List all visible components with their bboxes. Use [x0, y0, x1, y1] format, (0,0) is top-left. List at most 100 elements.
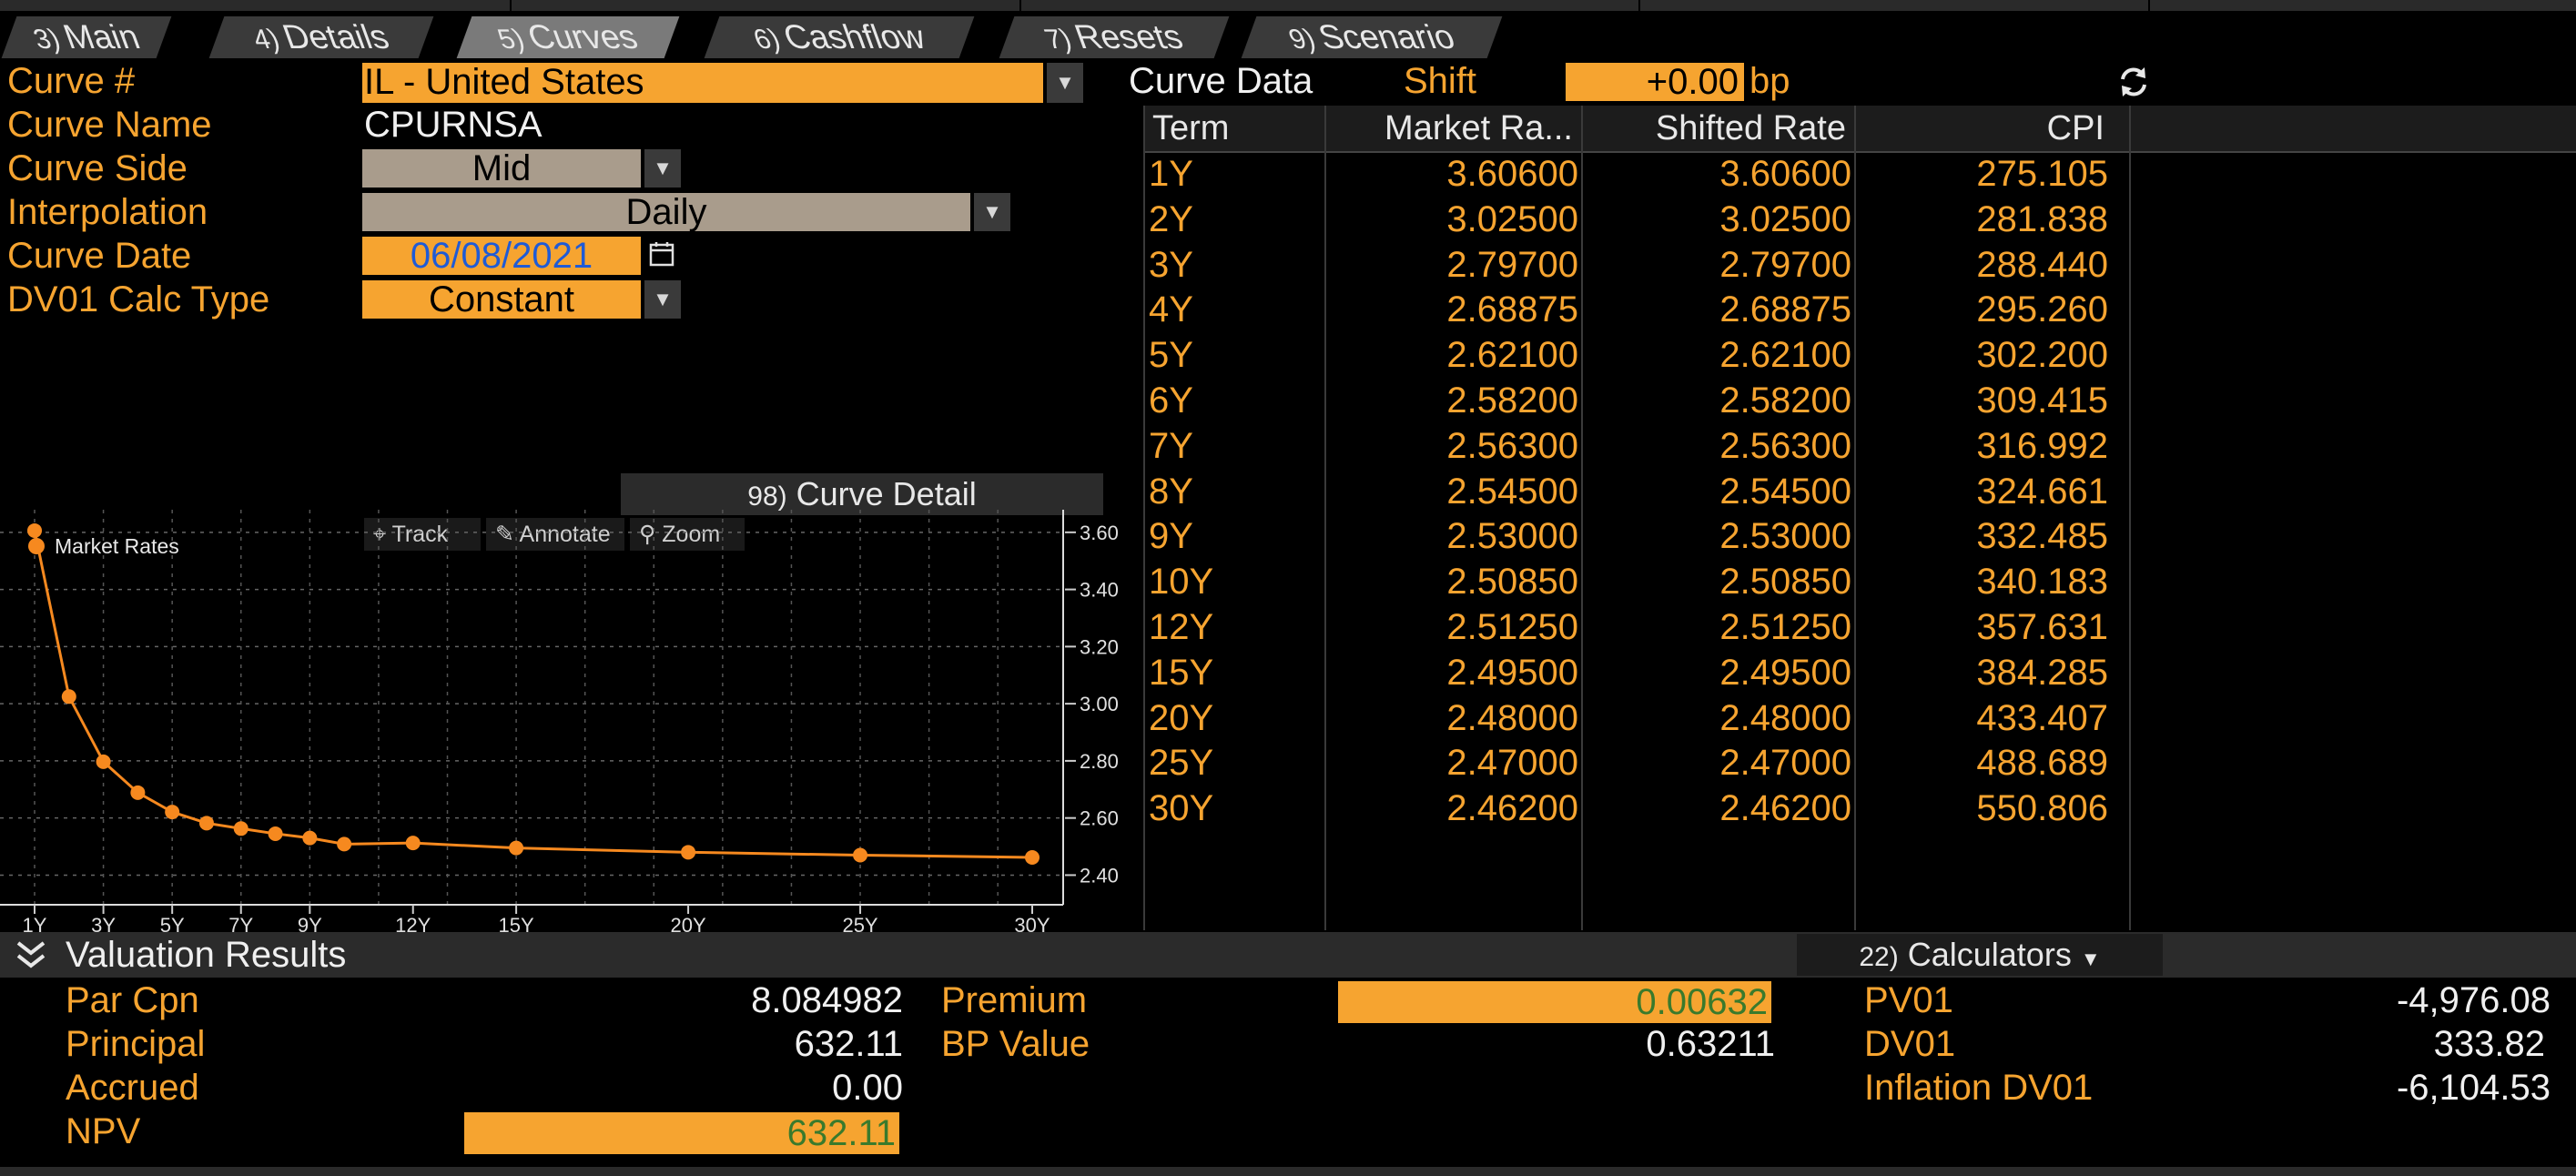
curve-detail-button[interactable]: 98) Curve Detail — [621, 473, 1103, 515]
table-row[interactable]: 4Y 2.68875 2.68875 295.260 — [1145, 287, 2576, 332]
par-cpn-value: 8.084982 — [751, 980, 903, 1020]
cpi-cell: 288.440 — [1976, 244, 2108, 285]
tab-details[interactable]: 4)Details — [208, 16, 434, 58]
premium-field[interactable]: 0.00632 — [1338, 981, 1771, 1023]
curve-side-dropdown-icon[interactable]: ▼ — [644, 149, 681, 188]
term-cell: 7Y — [1149, 425, 1193, 466]
table-row[interactable]: 3Y 2.79700 2.79700 288.440 — [1145, 242, 2576, 288]
table-row[interactable]: 10Y 2.50850 2.50850 340.183 — [1145, 559, 2576, 604]
market-rate-cell: 2.48000 — [1446, 697, 1578, 738]
track-button[interactable]: ⌖ Track — [364, 518, 481, 551]
shifted-rate-cell: 2.62100 — [1719, 335, 1851, 376]
cpi-cell: 357.631 — [1976, 607, 2108, 647]
market-rate-cell: 2.53000 — [1446, 516, 1578, 557]
curve-detail-number: 98) — [747, 482, 787, 512]
y-tick-label: 3.60 — [1080, 522, 1119, 544]
refresh-icon[interactable] — [2115, 64, 2152, 100]
cpi-cell: 384.285 — [1976, 652, 2108, 693]
par-cpn-label: Par Cpn — [66, 980, 199, 1020]
annotate-button[interactable]: ✎ Annotate — [486, 518, 624, 551]
npv-label: NPV — [66, 1111, 141, 1151]
pencil-icon: ✎ — [495, 522, 514, 547]
accrued-value: 0.00 — [832, 1068, 903, 1108]
market-rate-cell: 2.58200 — [1446, 380, 1578, 421]
table-row[interactable]: 6Y 2.58200 2.58200 309.415 — [1145, 378, 2576, 423]
tab-scenario[interactable]: 9)Scenario — [1241, 16, 1503, 58]
data-point — [27, 522, 42, 538]
interpolation-label: Interpolation — [7, 192, 208, 232]
cpi-cell: 275.105 — [1976, 154, 2108, 194]
pv01-label: PV01 — [1864, 980, 1953, 1020]
curve-table-body: 1Y 3.60600 3.60600 275.105 2Y 3.02500 3.02500 2… — [1145, 151, 2576, 928]
tab-resets[interactable]: 7)Resets — [999, 16, 1230, 58]
series-line — [33, 530, 1033, 859]
curve-date-field[interactable]: 06/08/2021 — [362, 237, 641, 275]
table-divider — [1324, 106, 1326, 930]
table-row[interactable]: 2Y 3.02500 3.02500 281.838 — [1145, 197, 2576, 242]
curve-data-title: Curve Data — [1129, 61, 1313, 101]
cpi-cell: 488.689 — [1976, 743, 2108, 784]
toolbar-segment[interactable] — [1019, 0, 1640, 11]
table-row[interactable]: 20Y 2.48000 2.48000 433.407 — [1145, 695, 2576, 741]
interpolation-dropdown-icon[interactable]: ▼ — [974, 193, 1010, 231]
collapse-icon[interactable] — [13, 938, 49, 972]
toolbar-segment[interactable] — [2148, 0, 2576, 11]
principal-value: 632.11 — [794, 1024, 903, 1064]
column-header-cpi[interactable]: CPI — [2046, 109, 2104, 147]
tab-cashflow[interactable]: 6)Cashflow — [704, 16, 975, 58]
shifted-rate-cell: 2.79700 — [1719, 244, 1851, 285]
tab-label: Curves — [522, 18, 643, 56]
tab-label: Scenario — [1313, 18, 1460, 56]
dv01-dropdown-icon[interactable]: ▼ — [644, 280, 681, 319]
curve-date-label: Curve Date — [7, 236, 192, 276]
tab-label: Main — [57, 18, 145, 56]
calculators-button[interactable]: 22) Calculators ▼ — [1797, 934, 2163, 976]
market-rate-cell: 2.54500 — [1446, 471, 1578, 512]
table-row[interactable]: 8Y 2.54500 2.54500 324.661 — [1145, 469, 2576, 514]
term-cell: 8Y — [1149, 471, 1193, 512]
principal-label: Principal — [66, 1024, 206, 1064]
tab-label: Details — [277, 18, 394, 56]
y-tick-label: 3.20 — [1080, 635, 1119, 658]
bp-value-label: BP Value — [941, 1024, 1090, 1064]
chevron-down-icon: ▼ — [2080, 948, 2101, 970]
shifted-rate-cell: 2.46200 — [1719, 788, 1851, 829]
valuation-results-bar — [0, 932, 2576, 978]
curve-side-field[interactable]: Mid — [362, 149, 641, 188]
curve-num-dropdown-icon[interactable]: ▼ — [1047, 63, 1083, 103]
table-row[interactable]: 9Y 2.53000 2.53000 332.485 — [1145, 513, 2576, 559]
shifted-rate-cell: 2.51250 — [1719, 607, 1851, 647]
npv-field[interactable]: 632.11 — [464, 1112, 899, 1154]
curve-detail-label: Curve Detail — [796, 475, 977, 512]
dv01-calc-type-field[interactable]: Constant — [362, 280, 641, 319]
curve-num-field[interactable]: IL - United States — [362, 63, 1043, 103]
calendar-icon[interactable] — [648, 240, 675, 268]
calculators-number: 22) — [1859, 942, 1899, 972]
table-row[interactable]: 1Y 3.60600 3.60600 275.105 — [1145, 151, 2576, 197]
cpi-cell: 324.661 — [1976, 471, 2108, 512]
data-point — [681, 845, 696, 860]
cpi-cell: 340.183 — [1976, 562, 2108, 603]
toolbar-segment[interactable] — [510, 0, 1021, 11]
toolbar-segment[interactable] — [1638, 0, 2150, 11]
cpi-cell: 309.415 — [1976, 380, 2108, 421]
toolbar-segment[interactable] — [0, 0, 512, 11]
table-row[interactable]: 5Y 2.62100 2.62100 302.200 — [1145, 332, 2576, 378]
column-header-market-rate[interactable]: Market Ra... — [1384, 109, 1573, 147]
dv01-label: DV01 — [1864, 1024, 1956, 1064]
table-row[interactable]: 15Y 2.49500 2.49500 384.285 — [1145, 650, 2576, 695]
dv01-calc-type-label: DV01 Calc Type — [7, 279, 270, 319]
shifted-rate-cell: 2.68875 — [1719, 289, 1851, 330]
zoom-button[interactable]: ⚲ Zoom — [630, 518, 745, 551]
column-header-shifted-rate[interactable]: Shifted Rate — [1655, 109, 1846, 147]
interpolation-field[interactable]: Daily — [362, 193, 970, 231]
shift-input[interactable]: +0.00 — [1566, 63, 1744, 101]
table-row[interactable]: 12Y 2.51250 2.51250 357.631 — [1145, 604, 2576, 650]
table-row[interactable]: 30Y 2.46200 2.46200 550.806 — [1145, 786, 2576, 831]
table-row[interactable]: 25Y 2.47000 2.47000 488.689 — [1145, 740, 2576, 786]
tab-main[interactable]: 3)Main — [1, 16, 172, 58]
column-header-term[interactable]: Term — [1152, 109, 1230, 147]
tab-curves[interactable]: 5)Curves — [456, 16, 680, 58]
table-row[interactable]: 7Y 2.56300 2.56300 316.992 — [1145, 423, 2576, 469]
